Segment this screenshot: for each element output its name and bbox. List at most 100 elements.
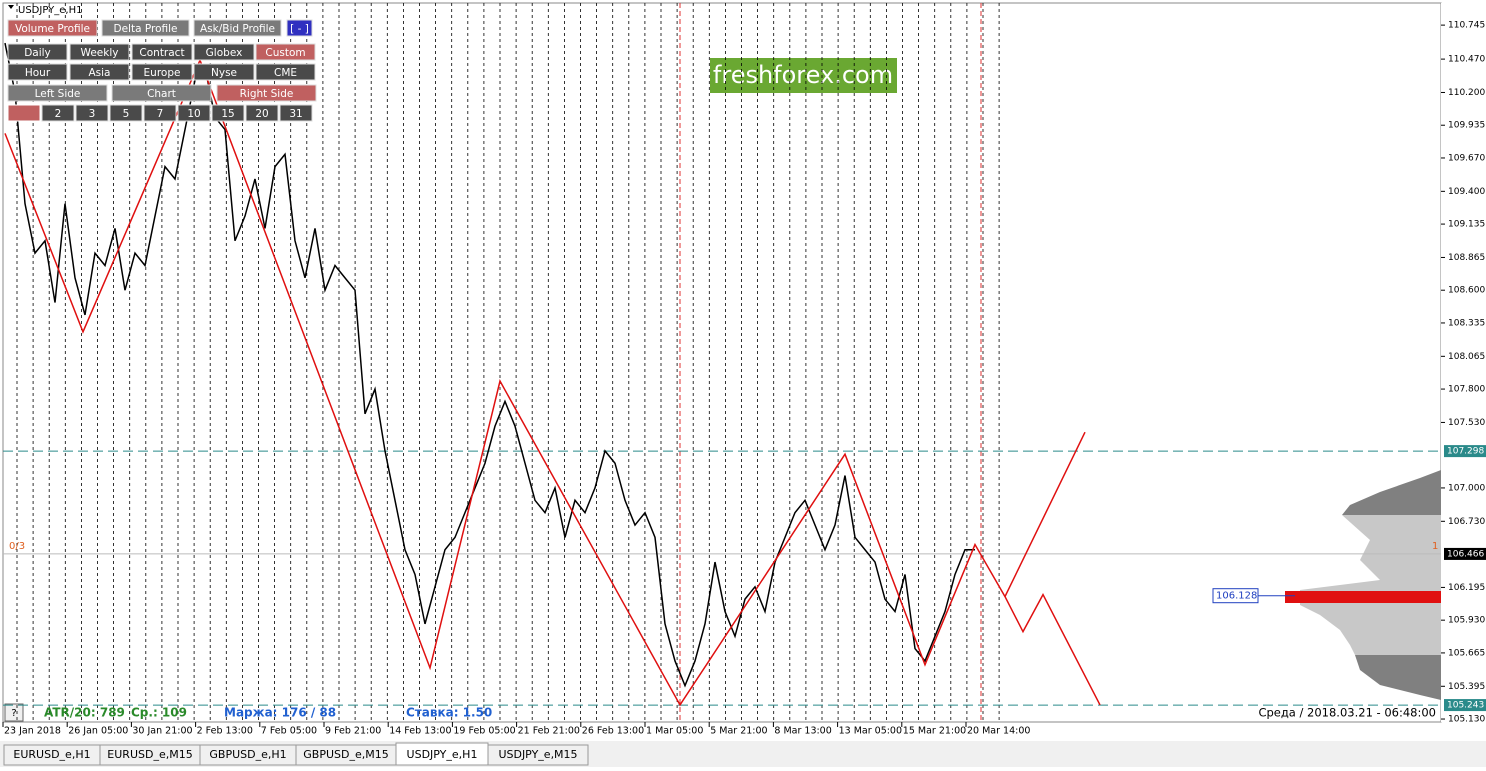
button-face[interactable]: [143, 104, 177, 122]
toolbar-button[interactable]: 31: [279, 104, 313, 122]
button-label[interactable]: 10: [187, 108, 200, 120]
toolbar-button[interactable]: Hour: [7, 63, 68, 81]
tab-label[interactable]: EURUSD_e,H1: [13, 748, 90, 761]
button-label[interactable]: Custom: [265, 47, 305, 59]
range-blank[interactable]: [7, 104, 41, 122]
toolbar-button[interactable]: 5: [109, 104, 143, 122]
toolbar-button[interactable]: Europe: [131, 63, 193, 81]
toolbar-button[interactable]: [ - ]: [286, 19, 313, 37]
poc-label: 106.128: [1216, 591, 1257, 602]
wave-label: 0/3: [9, 541, 25, 552]
button-face[interactable]: [7, 84, 108, 102]
button-label[interactable]: Hour: [25, 67, 51, 79]
button-face[interactable]: [69, 43, 130, 61]
button-face[interactable]: [255, 43, 316, 61]
level-tag: [1444, 445, 1486, 458]
tab-label[interactable]: USDJPY_e,M15: [498, 748, 577, 761]
watermark: freshforex.com: [713, 61, 893, 89]
tab-label[interactable]: GBPUSD_e,M15: [303, 748, 388, 761]
toolbar-button[interactable]: Globex: [193, 43, 255, 61]
toolbar-button[interactable]: Chart: [111, 84, 212, 102]
toolbar-button[interactable]: 3: [75, 104, 109, 122]
button-face[interactable]: [111, 84, 212, 102]
toolbar-button[interactable]: Custom: [255, 43, 316, 61]
time-label: 5 Mar 21:00: [710, 726, 767, 737]
button-face[interactable]: [193, 43, 255, 61]
button-face[interactable]: [216, 84, 317, 102]
button-label[interactable]: 15: [221, 108, 234, 120]
button-label[interactable]: Right Side: [240, 88, 294, 100]
price-tick-label: 105.665: [1448, 648, 1485, 658]
tab[interactable]: [487, 744, 589, 766]
toolbar-button[interactable]: 2: [41, 104, 75, 122]
toolbar-button[interactable]: Delta Profile: [101, 19, 190, 37]
button-label[interactable]: Nyse: [211, 67, 237, 79]
button-label[interactable]: Globex: [206, 47, 243, 59]
button-face[interactable]: [41, 104, 75, 122]
toolbar-button[interactable]: Left Side: [7, 84, 108, 102]
tab-label[interactable]: GBPUSD_e,H1: [209, 748, 286, 761]
price-line: [4, 42, 975, 688]
toolbar-button[interactable]: Weekly: [69, 43, 130, 61]
button-label[interactable]: 5: [123, 108, 130, 120]
profile-high: [1342, 470, 1441, 515]
button-label[interactable]: 20: [255, 108, 268, 120]
button-label[interactable]: Ask/Bid Profile: [200, 23, 275, 35]
toolbar-button[interactable]: Asia: [69, 63, 130, 81]
toolbar-button[interactable]: 20: [245, 104, 279, 122]
toolbar-button[interactable]: Daily: [7, 43, 68, 61]
button-label[interactable]: Daily: [24, 47, 51, 59]
button-face[interactable]: [101, 19, 190, 37]
toolbar-button[interactable]: Nyse: [193, 63, 255, 81]
button-label[interactable]: Volume Profile: [15, 23, 90, 35]
button-label[interactable]: 3: [89, 108, 96, 120]
button-label[interactable]: Contract: [139, 47, 184, 59]
toolbar-button[interactable]: 7: [143, 104, 177, 122]
toolbar-button[interactable]: 10: [177, 104, 211, 122]
toolbar-button[interactable]: Contract: [131, 43, 193, 61]
time-label: 14 Feb 13:00: [389, 726, 451, 737]
button-face[interactable]: [211, 104, 245, 122]
button-face[interactable]: [7, 63, 68, 81]
toolbar-button[interactable]: Volume Profile: [7, 19, 98, 37]
toolbar-button[interactable]: Ask/Bid Profile: [193, 19, 282, 37]
button-face[interactable]: [193, 63, 255, 81]
button-face[interactable]: [7, 19, 98, 37]
button-face[interactable]: [75, 104, 109, 122]
button-label[interactable]: Asia: [88, 67, 110, 79]
time-label: 13 Mar 05:00: [839, 726, 902, 737]
toolbar-button[interactable]: Right Side: [216, 84, 317, 102]
button-label[interactable]: Europe: [144, 67, 181, 79]
button-face[interactable]: [193, 19, 282, 37]
button-label[interactable]: Chart: [147, 88, 176, 100]
time-label: 21 Feb 21:00: [518, 726, 580, 737]
button-label[interactable]: 2: [55, 108, 62, 120]
toolbar-button[interactable]: 15: [211, 104, 245, 122]
window-icon: [8, 5, 14, 9]
button-face[interactable]: [69, 63, 130, 81]
help-label[interactable]: ?: [11, 708, 16, 719]
button-label[interactable]: 31: [289, 108, 302, 120]
button-face[interactable]: [177, 104, 211, 122]
time-label: 15 Mar 21:00: [903, 726, 966, 737]
button-face[interactable]: [7, 43, 68, 61]
button-face[interactable]: [245, 104, 279, 122]
toolbar-button[interactable]: CME: [255, 63, 316, 81]
button-face[interactable]: [255, 63, 316, 81]
button-face[interactable]: [131, 43, 193, 61]
button-label[interactable]: [ - ]: [290, 23, 309, 35]
button-face[interactable]: [131, 63, 193, 81]
button-label[interactable]: 7: [157, 108, 164, 120]
button-face[interactable]: [109, 104, 143, 122]
price-tick-label: 108.065: [1448, 352, 1485, 362]
button-label[interactable]: Weekly: [81, 47, 119, 59]
tab-label[interactable]: EURUSD_e,M15: [107, 748, 192, 761]
button-label[interactable]: Left Side: [35, 88, 81, 100]
price-tick-label: 109.135: [1448, 220, 1485, 230]
button-face[interactable]: [286, 19, 313, 37]
help-button[interactable]: [4, 703, 24, 722]
button-label[interactable]: Delta Profile: [114, 23, 178, 35]
button-label[interactable]: CME: [274, 67, 297, 79]
tab-label[interactable]: USDJPY_e,H1: [407, 748, 478, 761]
button-face[interactable]: [279, 104, 313, 122]
